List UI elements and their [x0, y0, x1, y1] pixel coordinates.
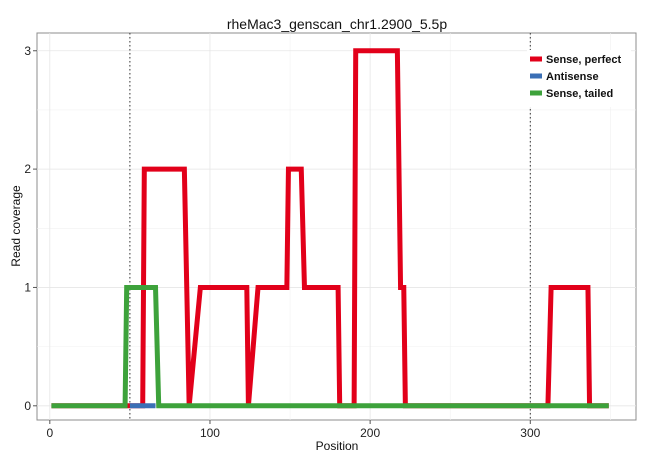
legend: Sense, perfect Antisense Sense, tailed	[527, 50, 631, 107]
y-tick-label: 3	[24, 44, 31, 58]
x-axis-title: Position	[316, 439, 359, 453]
x-tick-label: 300	[520, 426, 540, 440]
y-axis-ticks: 0 1 2 3	[24, 44, 37, 413]
legend-label: Antisense	[546, 71, 599, 83]
x-tick-label: 200	[360, 426, 380, 440]
y-tick-label: 0	[24, 399, 31, 413]
legend-box	[527, 50, 631, 107]
x-axis-ticks: 0 100 200 300	[46, 420, 541, 440]
y-tick-label: 2	[24, 162, 31, 176]
legend-key	[530, 73, 542, 79]
y-axis-title: Read coverage	[9, 185, 23, 267]
y-tick-label: 1	[24, 280, 31, 294]
x-tick-label: 100	[200, 426, 220, 440]
legend-label: Sense, perfect	[546, 54, 622, 66]
legend-key	[530, 56, 542, 62]
legend-label: Sense, tailed	[546, 88, 613, 100]
legend-key	[530, 90, 542, 96]
series-line-sense-tailed	[51, 284, 609, 409]
x-tick-label: 0	[46, 426, 53, 440]
series-lines	[51, 48, 609, 409]
chart-title: rheMac3_genscan_chr1.2900_5.5p	[227, 16, 447, 32]
